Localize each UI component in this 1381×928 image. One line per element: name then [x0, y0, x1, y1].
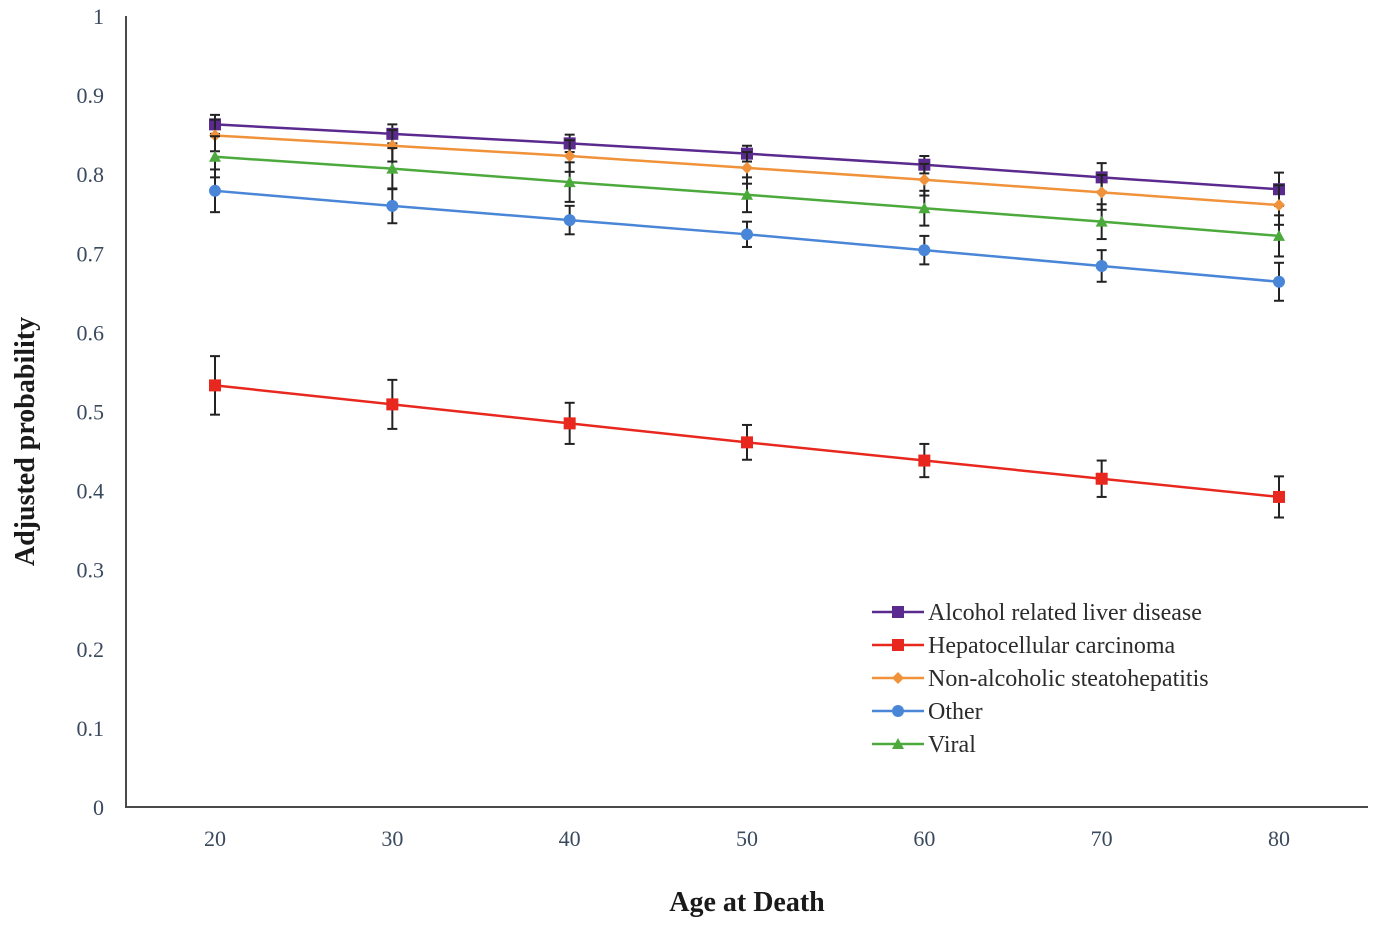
x-tick-label: 20	[204, 826, 226, 851]
data-point	[741, 188, 753, 200]
data-point	[209, 150, 221, 162]
data-point	[563, 417, 576, 430]
legend-label: Hepatocellular carcinoma	[928, 633, 1176, 659]
data-point	[1273, 275, 1285, 288]
legend-label: Non-alcoholic steatohepatitis	[928, 666, 1209, 692]
data-point	[386, 199, 399, 212]
data-point	[1273, 490, 1285, 503]
y-axis-ticks: 0 0.1 0.2 0.3 0.4 0.5 0.6 0.7 0.8 0.9 1	[77, 4, 105, 820]
x-tick-label: 40	[559, 826, 581, 851]
data-point	[209, 379, 221, 392]
y-tick-label: 0.1	[77, 716, 105, 741]
legend-item: Non-alcoholic steatohepatitis	[872, 666, 1209, 692]
data-point	[918, 244, 931, 257]
series-other	[209, 168, 1285, 302]
legend-label: Viral	[928, 732, 976, 758]
data-point	[563, 176, 576, 188]
y-tick-label: 0.9	[77, 83, 105, 108]
y-tick-label: 1	[93, 4, 104, 29]
legend-item: Alcohol related liver disease	[872, 600, 1202, 626]
y-tick-label: 0.6	[77, 320, 105, 345]
y-tick-label: 0.7	[77, 241, 105, 266]
y-tick-label: 0.8	[77, 162, 105, 187]
data-point	[741, 228, 753, 241]
series-layer	[209, 113, 1285, 519]
x-tick-label: 70	[1091, 826, 1113, 851]
x-tick-label: 80	[1268, 826, 1290, 851]
data-point	[386, 398, 399, 411]
x-axis-title: Age at Death	[669, 887, 825, 918]
data-point	[918, 173, 931, 186]
legend-item: Other	[872, 699, 983, 725]
y-tick-label: 0.4	[77, 479, 105, 504]
y-axis-title: Adjusted probability	[10, 317, 41, 566]
legend: Alcohol related liver disease Hepatocellu…	[872, 600, 1209, 758]
legend-item: Hepatocellular carcinoma	[872, 633, 1176, 659]
legend-label: Alcohol related liver disease	[928, 600, 1202, 626]
data-point	[1273, 229, 1285, 241]
series-viral	[209, 135, 1285, 258]
legend-marker	[892, 639, 904, 651]
data-point	[1095, 215, 1108, 227]
data-point	[918, 202, 931, 214]
data-point	[1095, 472, 1108, 485]
x-tick-label: 50	[736, 826, 758, 851]
series-hepatocellular-carcinoma	[209, 355, 1285, 519]
y-tick-label: 0.2	[77, 637, 105, 662]
data-point	[1273, 199, 1285, 212]
legend-marker	[892, 705, 904, 717]
legend-marker	[892, 738, 904, 749]
data-point	[1095, 259, 1108, 272]
data-point	[918, 454, 931, 467]
data-point	[741, 436, 753, 449]
data-point	[741, 161, 753, 174]
x-axis-ticks: 20 30 40 50 60 70 80	[204, 826, 1290, 851]
data-point	[386, 162, 399, 174]
y-tick-label: 0.5	[77, 400, 105, 425]
data-point	[563, 150, 576, 163]
legend-label: Other	[928, 699, 983, 725]
data-point	[563, 214, 576, 227]
x-tick-label: 30	[381, 826, 403, 851]
x-tick-label: 60	[913, 826, 935, 851]
y-tick-label: 0	[93, 795, 104, 820]
y-tick-label: 0.3	[77, 558, 105, 583]
axes	[125, 16, 1368, 808]
legend-marker	[892, 606, 904, 618]
legend-marker	[892, 672, 904, 684]
data-point	[209, 184, 221, 197]
legend-item: Viral	[872, 732, 976, 758]
data-point	[1095, 186, 1108, 199]
